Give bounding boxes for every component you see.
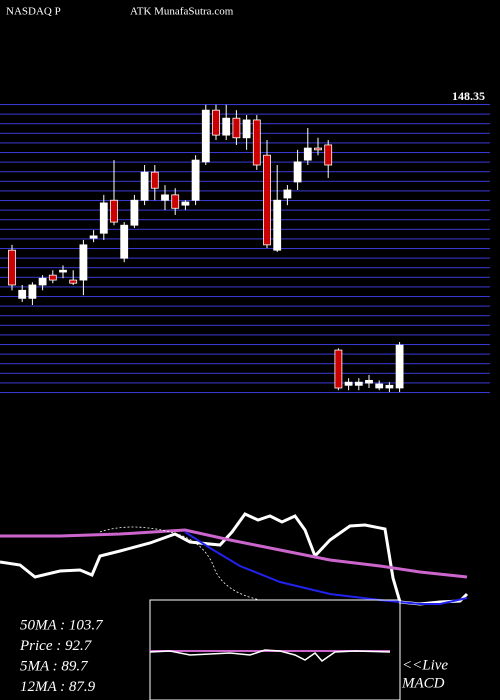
macd-label: MACD <box>401 675 445 691</box>
indicator-line <box>0 512 469 606</box>
candle-body <box>8 249 16 286</box>
live-label: <<Live <box>402 657 448 673</box>
candle-body <box>18 289 27 299</box>
candle-body <box>110 199 118 223</box>
candle-body <box>293 161 302 183</box>
candle-body <box>181 201 190 206</box>
title-right: ATK MunafaSutra.com <box>130 6 234 18</box>
candle-body <box>273 199 282 251</box>
price-grid <box>0 104 490 394</box>
candle-body <box>191 159 200 201</box>
candle-body <box>232 117 241 139</box>
ma-line <box>0 528 468 579</box>
candle-body <box>334 349 343 389</box>
candle-body <box>385 384 394 389</box>
ma-line <box>184 531 468 605</box>
candle-body <box>89 235 98 239</box>
candle-body <box>69 279 78 284</box>
stat-label: 12MA : 87.9 <box>20 679 96 695</box>
candle-body <box>222 117 231 136</box>
candle-body <box>252 119 261 166</box>
macd-line <box>149 649 391 662</box>
candle-body <box>354 381 363 386</box>
candle-body <box>38 277 47 286</box>
candle-body <box>150 171 159 189</box>
candle-body <box>365 380 373 384</box>
candle-body <box>303 147 312 161</box>
candle-body <box>99 202 108 234</box>
candle-body <box>344 381 353 386</box>
candle-body <box>263 154 271 246</box>
candle-body <box>140 171 149 201</box>
candle-body <box>120 224 129 259</box>
candle-body <box>242 119 251 139</box>
candle-body <box>130 199 139 226</box>
candle-body <box>28 284 37 299</box>
candle-body <box>161 194 169 201</box>
title-left: NASDAQ P <box>6 6 61 18</box>
candle-body <box>212 109 220 136</box>
stat-label: 50MA : 103.7 <box>20 617 104 633</box>
candle-body <box>48 274 57 281</box>
candle-body <box>375 383 384 389</box>
candle-body <box>171 194 180 209</box>
price-label: 148.35 <box>452 89 485 103</box>
stat-label: 5MA : 89.7 <box>20 658 89 674</box>
candle-body <box>79 244 88 281</box>
candle-body <box>324 144 333 166</box>
candle-body <box>201 109 210 163</box>
stat-label: Price : 92.7 <box>19 638 93 654</box>
candle-body <box>314 147 322 151</box>
candle-body <box>59 269 67 273</box>
candle-body <box>395 344 404 389</box>
candle-body <box>283 189 292 199</box>
